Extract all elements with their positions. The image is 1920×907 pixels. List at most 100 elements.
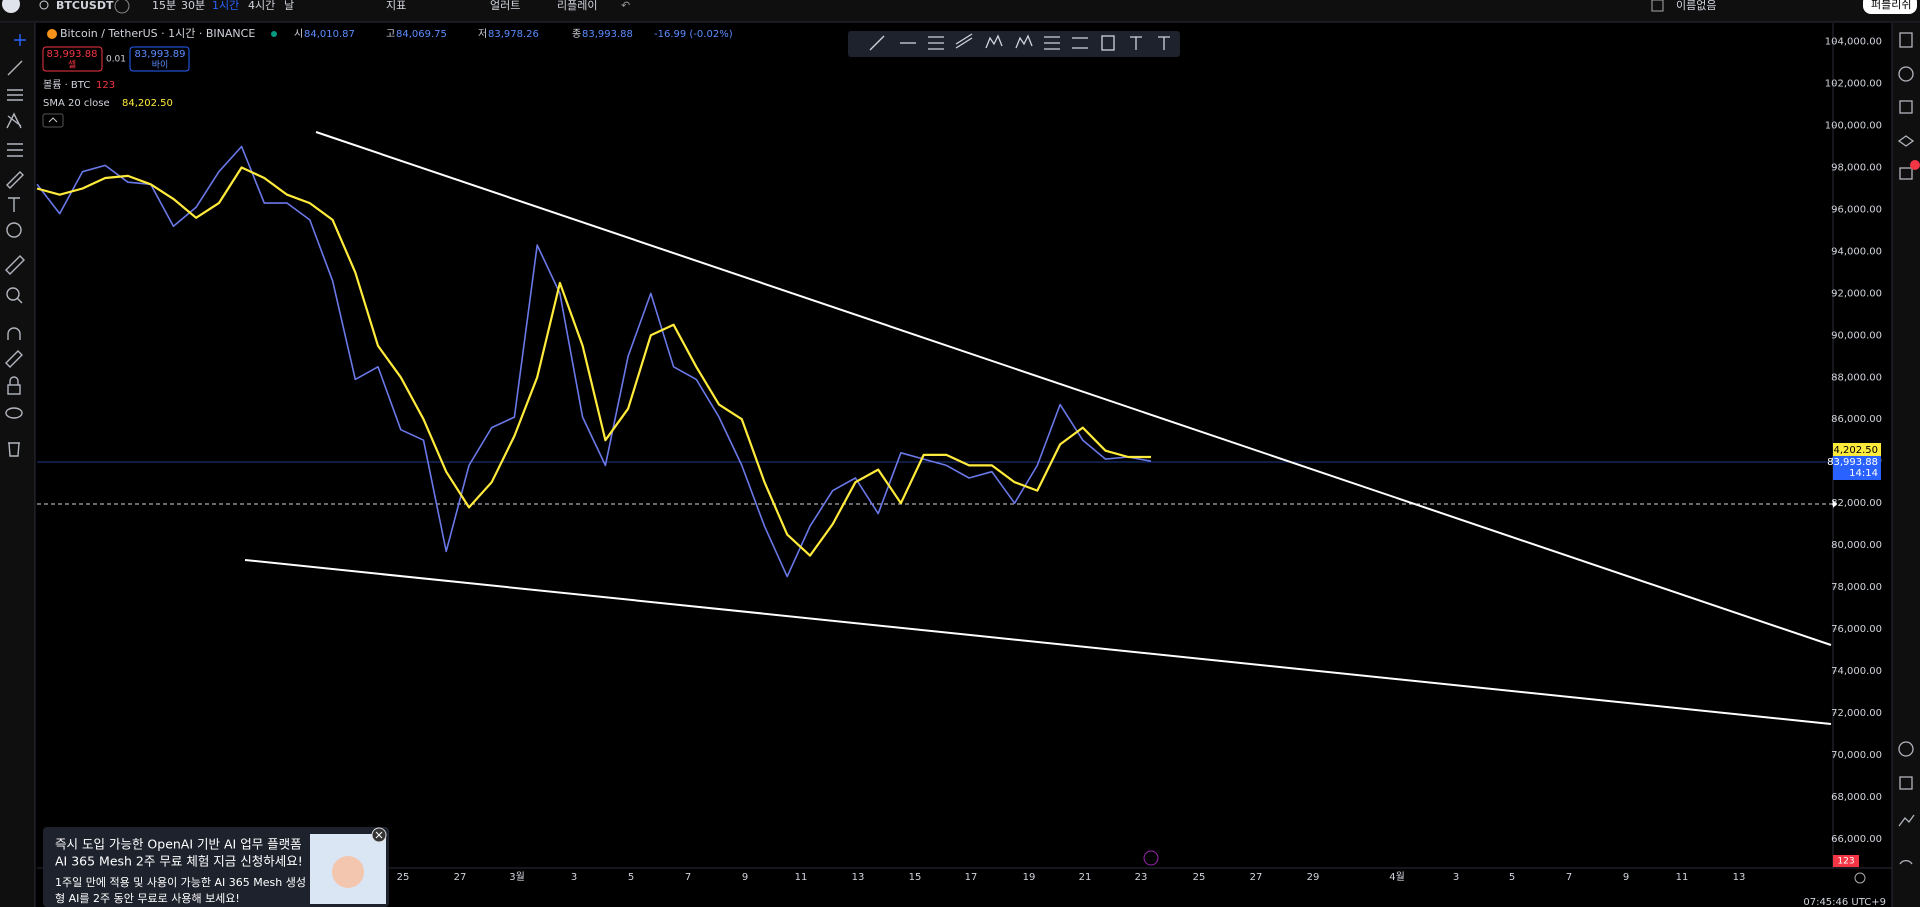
line-marker xyxy=(1833,500,1837,508)
replay-button[interactable]: 리플레이 xyxy=(557,0,597,12)
collapse-icon xyxy=(48,117,58,123)
publish-label[interactable]: 퍼블리쉬 xyxy=(1871,0,1911,11)
ad-image-figure xyxy=(332,856,364,888)
time-tick-label: 21 xyxy=(1079,872,1092,883)
interval-active[interactable]: 1시간 xyxy=(212,0,239,12)
last-price-tag xyxy=(1833,456,1881,480)
time-tick-label: 25 xyxy=(397,872,410,883)
add-symbol[interactable] xyxy=(114,0,130,14)
interval[interactable]: 15분 xyxy=(152,0,176,12)
top-bar xyxy=(0,0,1920,22)
interval[interactable]: 30분 xyxy=(181,0,205,12)
ohlc-label: 시 xyxy=(294,28,303,40)
spread: 0.01 xyxy=(106,55,126,65)
trend-line-lower[interactable] xyxy=(244,559,1832,725)
ohlc-label: 종 xyxy=(572,28,581,40)
tool-icons[interactable] xyxy=(5,34,26,457)
price-tick-label: 98,000.00 xyxy=(1831,162,1882,173)
price-tick-label: 66,000.00 xyxy=(1831,834,1882,845)
volume-value: 123 xyxy=(96,80,115,91)
undo[interactable]: ↶ xyxy=(621,0,630,12)
checkbox[interactable] xyxy=(1651,0,1664,12)
search-icon[interactable] xyxy=(39,0,49,10)
interval[interactable]: 날 xyxy=(284,0,294,12)
time-tick-label: 17 xyxy=(965,872,978,883)
buy-price[interactable]: 83,993.89 xyxy=(135,49,186,60)
avatar[interactable] xyxy=(2,0,20,13)
sma-price-tag xyxy=(1833,443,1881,456)
trend-line-upper[interactable] xyxy=(315,131,1832,646)
legend-title[interactable]: Bitcoin / TetherUS · 1시간 · BINANCE xyxy=(60,27,255,40)
ohlc-label: 저 xyxy=(478,28,487,40)
ad-body[interactable]: 형 AI를 2주 동안 무료로 사용해 보세요! xyxy=(55,891,240,905)
sma-price-label: 84,202.50 xyxy=(1827,445,1878,456)
collapse-button[interactable] xyxy=(42,113,64,128)
ad-body[interactable]: 1주일 만에 적용 및 사용이 가능한 AI 365 Mesh 생성 xyxy=(55,875,306,889)
time-tick-label: 7 xyxy=(1566,872,1572,883)
settings-icon[interactable] xyxy=(1854,872,1866,884)
time-tick-label: 19 xyxy=(1023,872,1036,883)
side-icons[interactable] xyxy=(1897,32,1915,865)
price-tick-label: 102,000.00 xyxy=(1825,79,1882,90)
time-tick-label: 7 xyxy=(685,872,691,883)
change: -16.99 (-0.02%) xyxy=(654,29,733,40)
interval[interactable]: 4시간 xyxy=(248,0,275,12)
drawing-toolbar xyxy=(848,31,1180,57)
time-tick-label: 13 xyxy=(852,872,865,883)
time-tick-label: 27 xyxy=(1250,872,1263,883)
ohlc: 시 84,010.87 고 84,069.75 저 83,978.26 종 83,993.88… xyxy=(294,28,733,40)
price-line xyxy=(36,145,1152,578)
time-tick-label: 15 xyxy=(909,872,922,883)
time-tick-label: 4월 xyxy=(1389,871,1405,883)
symbol-logo xyxy=(47,29,57,39)
market-status xyxy=(271,31,277,37)
time-tick-label: 11 xyxy=(795,872,808,883)
time-tick-label: 13 xyxy=(1733,872,1746,883)
ohlc-value: 83,978.26 xyxy=(488,29,539,40)
last-price-label: 83,993.88 xyxy=(1827,457,1878,468)
volume-axis-label: 123 xyxy=(1837,857,1854,867)
time-tick-label: 3 xyxy=(1453,872,1459,883)
time-tick-label: 23 xyxy=(1135,872,1148,883)
time-tick-label: 11 xyxy=(1676,872,1689,883)
indicators-button[interactable]: 지표 xyxy=(386,0,406,12)
symbol[interactable]: BTCUSDT xyxy=(56,0,114,12)
price-tick-label: 82,000.00 xyxy=(1831,498,1882,509)
ohlc-value: 84,010.87 xyxy=(304,29,355,40)
time-tick-label: 3월 xyxy=(509,871,525,883)
time-tick-label: 5 xyxy=(628,872,634,883)
sell-label[interactable]: 셀 xyxy=(68,60,76,71)
ad-panel[interactable] xyxy=(43,827,389,907)
sma-name: SMA 20 close xyxy=(43,98,110,109)
volume-name: 볼륨 · BTC xyxy=(43,79,90,91)
price-tick-label: 80,000.00 xyxy=(1831,540,1882,551)
right-toolbar xyxy=(1892,23,1920,907)
layout-name[interactable]: 이름없음 xyxy=(1676,0,1716,12)
time-tick-label: 5 xyxy=(1509,872,1515,883)
series-layer xyxy=(36,145,1152,578)
volume-tag xyxy=(1833,855,1859,867)
publish-button[interactable] xyxy=(1863,0,1917,14)
ohlc-label: 고 xyxy=(386,29,395,40)
clock: 07:45:46 UTC+9 xyxy=(1803,897,1886,907)
time-tick-label: 3 xyxy=(571,872,577,883)
drawing-tools[interactable] xyxy=(869,33,1170,51)
time-axis: 25 27 3월 3 5 7 9 11 13 15 17 19 21 23 25 27 29 4월 3 5 7 9 11 13 xyxy=(397,871,1746,883)
ad-close-icon xyxy=(375,831,383,839)
buy-button[interactable] xyxy=(129,46,190,72)
price-tick-label: 88,000.00 xyxy=(1831,372,1882,383)
sell-price[interactable]: 83,993.88 xyxy=(47,49,98,60)
price-tick-label: 72,000.00 xyxy=(1831,708,1882,719)
time-tick-label: 29 xyxy=(1307,872,1320,883)
ad-headline[interactable]: AI 365 Mesh 2주 무료 체험 지금 신청하세요! xyxy=(55,854,303,869)
buy-label[interactable]: 바이 xyxy=(152,60,169,71)
price-tick-label: 92,000.00 xyxy=(1831,288,1882,299)
sma-value: 84,202.50 xyxy=(122,98,173,109)
sell-button[interactable] xyxy=(42,46,103,72)
time-tick-label: 27 xyxy=(454,872,467,883)
replay-icon[interactable] xyxy=(1143,850,1159,866)
ad-headline[interactable]: 즉시 도입 가능한 OpenAI 기반 AI 업무 플랫폼 xyxy=(55,837,302,852)
notification-badge xyxy=(1910,160,1920,170)
alert-button[interactable]: 얼러트 xyxy=(490,0,520,12)
